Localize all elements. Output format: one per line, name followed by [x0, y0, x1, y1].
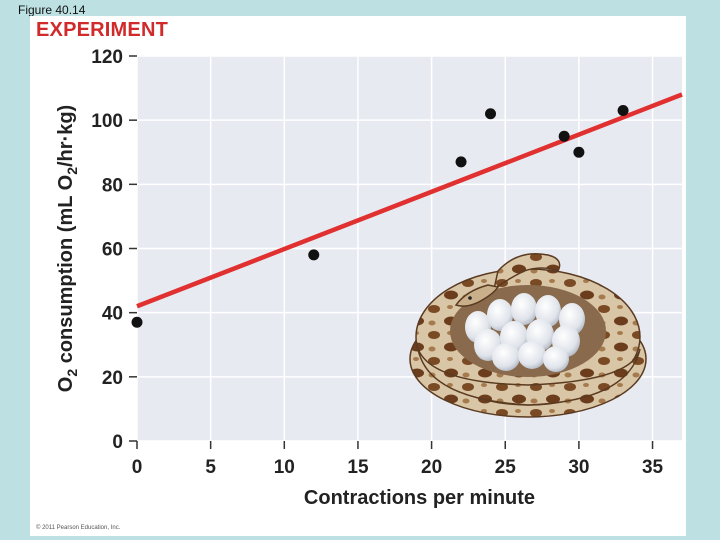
data-point: [485, 108, 497, 120]
y-tick-label: 20: [102, 368, 123, 389]
snake-eye: [468, 296, 472, 300]
x-tick-label: 10: [274, 457, 295, 478]
y-tick-label: 80: [102, 175, 123, 196]
x-tick-label: 25: [495, 457, 517, 478]
y-axis-title-subscript: 2: [64, 167, 80, 175]
data-point: [308, 249, 320, 261]
y-axis-title-part: /hr·kg): [55, 105, 77, 167]
y-axis-title: O2 consumption (mL O2/hr·kg): [55, 105, 80, 392]
snake-neck: [492, 253, 561, 291]
experiment-heading: EXPERIMENT: [36, 19, 169, 41]
figure-label: Figure 40.14: [18, 3, 86, 17]
snake-coil-front: [417, 348, 641, 406]
x-axis-title: Contractions per minute: [304, 487, 535, 509]
data-point: [573, 146, 585, 158]
x-tick-label: 0: [132, 457, 143, 478]
y-tick-label: 40: [102, 304, 123, 325]
y-tick-label: 60: [102, 240, 123, 261]
y-tick-label: 120: [91, 47, 123, 68]
python-illustration: [409, 253, 647, 418]
y-axis-title-part: consumption (mL O: [55, 175, 77, 369]
data-point: [455, 156, 467, 168]
y-axis-title-subscript: 2: [64, 369, 80, 377]
x-tick-label: 30: [568, 457, 589, 478]
data-points: [131, 105, 629, 328]
data-point: [131, 316, 143, 328]
scatter-chart: 0 20 40 60 80 100 120 0 5 10 15 20 25 30 35: [55, 47, 683, 509]
x-axis-ticks: 0 5 10 15 20 25 30 35: [132, 441, 664, 478]
trend-line: [136, 92, 683, 309]
data-point: [558, 130, 570, 142]
copyright-notice: © 2011 Pearson Education, Inc.: [36, 525, 121, 531]
figure-panel: EXPERIMENT 0 20 40 60 80 100 120 0 5 10 15 20 25 30 3…: [30, 16, 686, 536]
y-axis-ticks: 0 20 40 60 80 100 120: [91, 47, 137, 453]
egg-clutch: [465, 293, 585, 372]
x-tick-label: 35: [642, 457, 664, 478]
x-tick-label: 20: [421, 457, 442, 478]
x-tick-label: 15: [347, 457, 369, 478]
data-point: [617, 105, 629, 117]
snake-head: [454, 284, 500, 307]
x-tick-label: 5: [205, 457, 216, 478]
y-axis-title-part: O: [55, 377, 77, 393]
y-tick-label: 100: [91, 111, 123, 132]
y-tick-label: 0: [112, 432, 123, 453]
